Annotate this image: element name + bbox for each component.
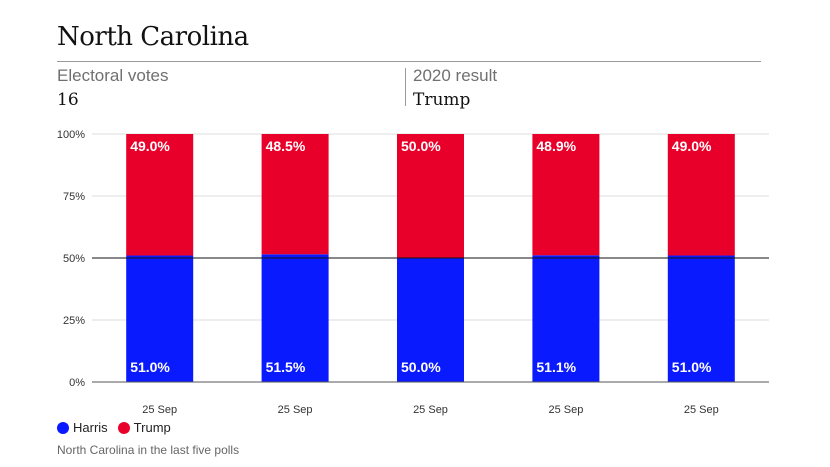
bar-trump <box>397 134 464 258</box>
data-label-trump: 48.9% <box>536 138 576 154</box>
bar-harris <box>126 255 194 382</box>
bar-harris <box>667 255 735 382</box>
legend-label-trump: Trump <box>133 420 171 435</box>
bar-harris <box>261 254 329 382</box>
y-tick-label: 0% <box>69 377 85 389</box>
data-label-trump: 48.5% <box>266 138 306 154</box>
y-tick-label: 25% <box>63 315 85 327</box>
electoral-votes-value: 16 <box>57 90 79 110</box>
result-2020-label: 2020 result <box>413 66 498 85</box>
legend-item-harris: Harris <box>57 420 108 435</box>
data-label-trump: 50.0% <box>401 138 441 154</box>
data-label-trump: 49.0% <box>130 138 170 154</box>
bar-trump <box>126 134 194 256</box>
x-tick-label: 25 Sep <box>548 404 583 416</box>
result-2020-value: Trump <box>413 90 471 110</box>
bar-trump <box>532 134 600 256</box>
x-tick-label: 25 Sep <box>413 404 448 416</box>
legend: Harris Trump <box>57 420 181 435</box>
bar-harris <box>397 258 464 382</box>
legend-item-trump: Trump <box>117 420 171 435</box>
y-tick-label: 50% <box>63 253 85 265</box>
bar-trump <box>667 134 735 256</box>
meta-divider <box>405 68 406 106</box>
bar-harris <box>532 255 600 382</box>
x-tick-label: 25 Sep <box>684 404 719 416</box>
data-label-harris: 51.5% <box>266 359 306 375</box>
data-label-harris: 50.0% <box>401 359 441 375</box>
chart-caption: North Carolina in the last five polls <box>57 443 240 457</box>
trump-swatch-icon <box>117 421 130 434</box>
bar-trump <box>261 134 329 255</box>
title-rule <box>57 61 761 62</box>
data-label-harris: 51.0% <box>130 359 170 375</box>
x-tick-label: 25 Sep <box>142 404 177 416</box>
data-label-harris: 51.1% <box>536 359 576 375</box>
harris-swatch-icon <box>57 421 69 434</box>
data-label-trump: 49.0% <box>672 138 712 154</box>
chart-title: North Carolina <box>57 22 249 52</box>
y-tick-label: 100% <box>57 129 85 141</box>
x-tick-label: 25 Sep <box>278 404 313 416</box>
y-tick-label: 75% <box>63 191 85 203</box>
data-label-harris: 51.0% <box>672 359 712 375</box>
electoral-votes-label: Electoral votes <box>57 66 169 85</box>
legend-label-harris: Harris <box>73 420 108 435</box>
